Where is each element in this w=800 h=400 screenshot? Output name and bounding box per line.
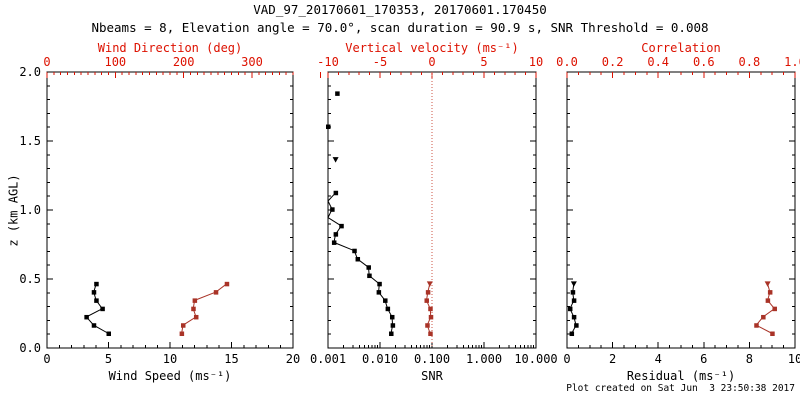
svg-text:1.5: 1.5 — [19, 134, 41, 148]
series-correlation — [754, 281, 777, 337]
top-axis-snr: -10 -5 0 5 10 Vertical velocity (ms⁻¹) — [317, 41, 543, 78]
svg-text:0.010: 0.010 — [362, 352, 398, 366]
svg-text:0: 0 — [43, 352, 50, 366]
svg-text:300: 300 — [241, 55, 263, 69]
plot-created-timestamp: Plot created on Sat Jun 3 23:50:38 2017 — [566, 383, 795, 394]
svg-text:0: 0 — [563, 352, 570, 366]
svg-text:20: 20 — [286, 352, 300, 366]
y-axis-wind: 0.0 0.5 1.0 1.5 2.0 — [19, 65, 293, 355]
svg-text:2: 2 — [609, 352, 616, 366]
svg-text:5: 5 — [105, 352, 112, 366]
svg-text:0.5: 0.5 — [19, 272, 41, 286]
svg-text:0.8: 0.8 — [739, 55, 761, 69]
svg-text:SNR: SNR — [421, 369, 443, 383]
svg-text:0.100: 0.100 — [414, 352, 450, 366]
svg-text:0.6: 0.6 — [693, 55, 715, 69]
svg-text:1.000: 1.000 — [466, 352, 502, 366]
svg-text:5: 5 — [480, 55, 487, 69]
series-vertical-velocity — [424, 281, 434, 337]
bottom-axis-wind: 0 5 10 15 20 Wind Speed (ms⁻¹) — [43, 342, 300, 383]
svg-text:0.0: 0.0 — [556, 55, 578, 69]
svg-text:10.000: 10.000 — [514, 352, 557, 366]
svg-text:6: 6 — [700, 352, 707, 366]
series-wind-direction — [179, 281, 230, 337]
panel-snr: 0.001 0.010 0.100 1.000 10.000 SNR -10 -5 0 5 10 Ve… — [310, 41, 558, 383]
svg-text:Wind Speed (ms⁻¹): Wind Speed (ms⁻¹) — [109, 369, 232, 383]
svg-text:-10: -10 — [317, 55, 339, 69]
svg-text:1.0: 1.0 — [19, 203, 41, 217]
svg-text:2.0: 2.0 — [19, 65, 41, 79]
panel-residual: 0 2 4 6 8 10 Residual (ms⁻¹) 0.0 0.2 0.4 0.6 0.8 1.0… — [556, 41, 800, 383]
svg-text:1.0: 1.0 — [784, 55, 800, 69]
svg-text:0: 0 — [43, 55, 50, 69]
svg-text:Residual (ms⁻¹): Residual (ms⁻¹) — [627, 369, 735, 383]
bottom-axis-residual: 0 2 4 6 8 10 Residual (ms⁻¹) — [563, 342, 800, 383]
svg-text:200: 200 — [173, 55, 195, 69]
svg-text:0.2: 0.2 — [602, 55, 624, 69]
panel-wind: 0 5 10 15 20 Wind Speed (ms⁻¹) 0 100 200 300Wind … — [19, 41, 321, 383]
svg-text:-5: -5 — [373, 55, 387, 69]
svg-text:Correlation: Correlation — [641, 41, 720, 55]
chart-subtitle: Nbeams = 8, Elevation angle = 70.0°, sca… — [91, 20, 709, 35]
y-axis-snr — [328, 71, 536, 349]
series-wind-speed — [84, 281, 111, 337]
bottom-axis-snr: 0.001 0.010 0.100 1.000 10.000 SNR — [310, 342, 558, 383]
svg-text:4: 4 — [655, 352, 662, 366]
svg-text:Vertical velocity (ms⁻¹): Vertical velocity (ms⁻¹) — [345, 41, 518, 55]
svg-text:0.0: 0.0 — [19, 341, 41, 355]
svg-text:100: 100 — [104, 55, 126, 69]
y-axis-residual — [567, 71, 795, 349]
svg-text:0.001: 0.001 — [310, 352, 346, 366]
svg-text:15: 15 — [224, 352, 238, 366]
y-axis-label: z (km AGL) — [6, 174, 21, 247]
svg-text:8: 8 — [746, 352, 753, 366]
svg-text:0.4: 0.4 — [647, 55, 669, 69]
series-snr-profile — [327, 190, 396, 337]
top-axis-residual: 0.0 0.2 0.4 0.6 0.8 1.0 Correlation — [556, 41, 800, 78]
svg-text:0: 0 — [428, 55, 435, 69]
series-snr-isolated — [326, 91, 340, 163]
svg-text:10: 10 — [788, 352, 800, 366]
svg-text:10: 10 — [163, 352, 177, 366]
series-residual — [567, 281, 579, 337]
svg-text:Wind Direction (deg): Wind Direction (deg) — [98, 41, 243, 55]
chart-title: VAD_97_20170601_170353, 20170601.170450 — [253, 2, 547, 17]
svg-text:10: 10 — [529, 55, 543, 69]
